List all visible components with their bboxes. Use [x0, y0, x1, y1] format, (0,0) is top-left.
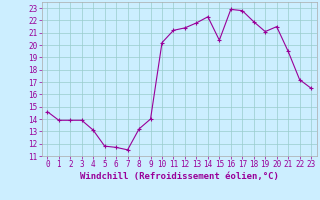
X-axis label: Windchill (Refroidissement éolien,°C): Windchill (Refroidissement éolien,°C) [80, 172, 279, 181]
